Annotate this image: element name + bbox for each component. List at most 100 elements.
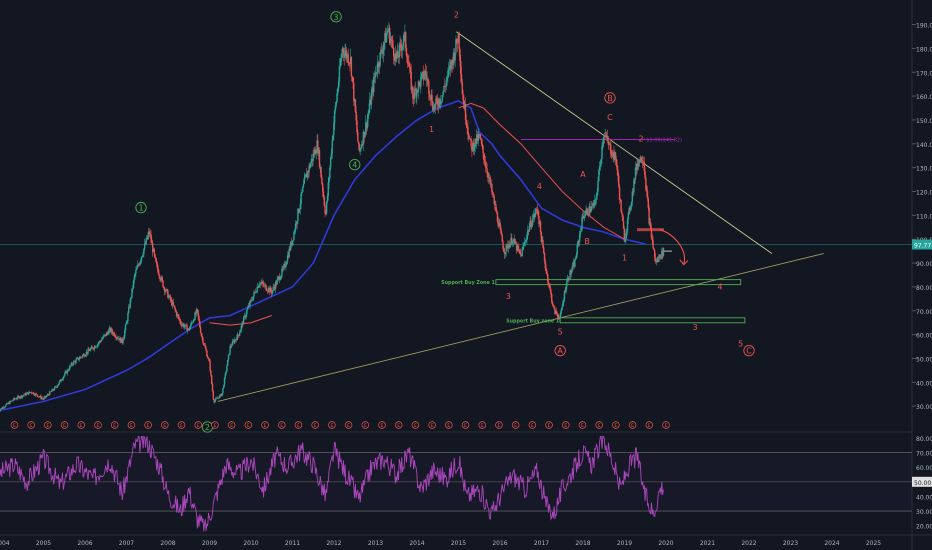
candle-body <box>495 204 497 212</box>
event-marker <box>578 421 587 429</box>
candle-body <box>622 214 624 222</box>
candle-body <box>568 278 570 281</box>
candle-body <box>351 76 353 78</box>
candle-body <box>455 39 457 53</box>
candle-body <box>5 403 8 405</box>
candle-body <box>283 264 286 266</box>
rsi-tick-label: 70.00 <box>916 451 932 458</box>
candle-body <box>58 381 61 384</box>
candle-body <box>152 248 155 252</box>
candle-body <box>147 231 150 236</box>
candle-body <box>398 44 400 58</box>
candle-body <box>605 135 607 137</box>
candle-body <box>278 276 280 278</box>
candle-body <box>99 341 101 342</box>
event-marker-label: E <box>347 423 350 429</box>
candle-body <box>353 99 356 102</box>
candle-body <box>593 203 595 206</box>
wave-label: A <box>580 170 586 179</box>
candle-body <box>316 140 318 153</box>
price-axis[interactable]: 30.0040.0050.0060.0070.0080.0090.00100.0… <box>912 23 932 412</box>
candle-body <box>209 361 211 371</box>
candle-body <box>387 30 389 32</box>
event-marker-label: E <box>130 423 133 429</box>
candle-body <box>170 299 172 301</box>
candle-body <box>263 284 266 286</box>
candle-body <box>146 237 148 240</box>
candle-body <box>246 309 248 315</box>
candle-body <box>474 138 476 148</box>
candle-body <box>143 248 145 255</box>
candle-body <box>643 162 645 172</box>
candle-body <box>479 133 481 139</box>
candle-body <box>464 103 467 120</box>
event-marker <box>478 421 486 429</box>
event-marker-label: E <box>581 423 584 429</box>
event-marker <box>177 421 186 429</box>
candle-body <box>31 392 33 394</box>
candle-body <box>442 91 444 96</box>
event-marker-label: E <box>431 423 434 429</box>
candle-body <box>15 398 17 400</box>
candle-body <box>655 260 657 262</box>
wave-label: 1 <box>622 254 627 263</box>
candle-body <box>259 282 262 285</box>
candle-body <box>29 392 32 393</box>
candle-body <box>493 196 495 205</box>
price-tick-label: 170.00 <box>916 70 932 77</box>
candle-body <box>64 371 67 373</box>
candle-body <box>381 52 384 54</box>
candle-body <box>487 177 490 178</box>
candle-body <box>321 183 324 192</box>
candle-body <box>522 246 524 249</box>
candle-body <box>641 161 644 163</box>
event-marker-label: E <box>314 423 317 429</box>
candle-body <box>389 39 392 44</box>
event-marker-label: E <box>531 423 534 429</box>
candle-body <box>570 270 572 274</box>
candle-body <box>210 370 212 376</box>
candle-body <box>634 167 637 180</box>
wave-label: C <box>607 113 613 122</box>
candle-body <box>649 222 651 224</box>
candle-body <box>503 252 506 255</box>
price-series[interactable] <box>0 22 672 412</box>
time-axis[interactable]: 2004 2005 2006 2007 2008 2009 2010 2011 2012 2013… <box>0 540 881 547</box>
candle-body <box>452 52 455 66</box>
candle-body <box>618 186 621 200</box>
candle-body <box>435 98 437 104</box>
candle-body <box>428 81 430 94</box>
candle-body <box>247 305 250 308</box>
candle-body <box>406 55 408 63</box>
candle-body <box>84 354 87 356</box>
candle-body <box>626 219 629 231</box>
event-marker <box>662 421 670 429</box>
candle-body <box>609 143 611 145</box>
candle-body <box>136 265 139 269</box>
candle-body <box>136 268 138 270</box>
candle-body <box>558 317 561 319</box>
event-marker-label: E <box>364 423 367 429</box>
candle-body <box>381 49 383 53</box>
candle-body <box>217 397 219 399</box>
candle-body <box>519 250 521 254</box>
candle-body <box>262 283 265 286</box>
rsi-panel[interactable] <box>0 435 912 532</box>
candle-body <box>314 149 317 154</box>
candle-body <box>468 138 471 139</box>
candle-body <box>309 165 311 168</box>
candle-body <box>479 138 482 140</box>
candle-body <box>614 152 617 160</box>
candle-body <box>590 206 593 211</box>
candle-body <box>139 262 141 266</box>
candle-body <box>68 366 71 370</box>
candle-body <box>488 177 491 178</box>
candle-body <box>630 201 633 207</box>
candle-body <box>531 219 534 226</box>
candle-body <box>446 77 448 81</box>
candle-body <box>109 327 112 332</box>
candle-body <box>460 61 462 75</box>
candle-body <box>582 216 585 219</box>
candle-body <box>582 216 584 217</box>
